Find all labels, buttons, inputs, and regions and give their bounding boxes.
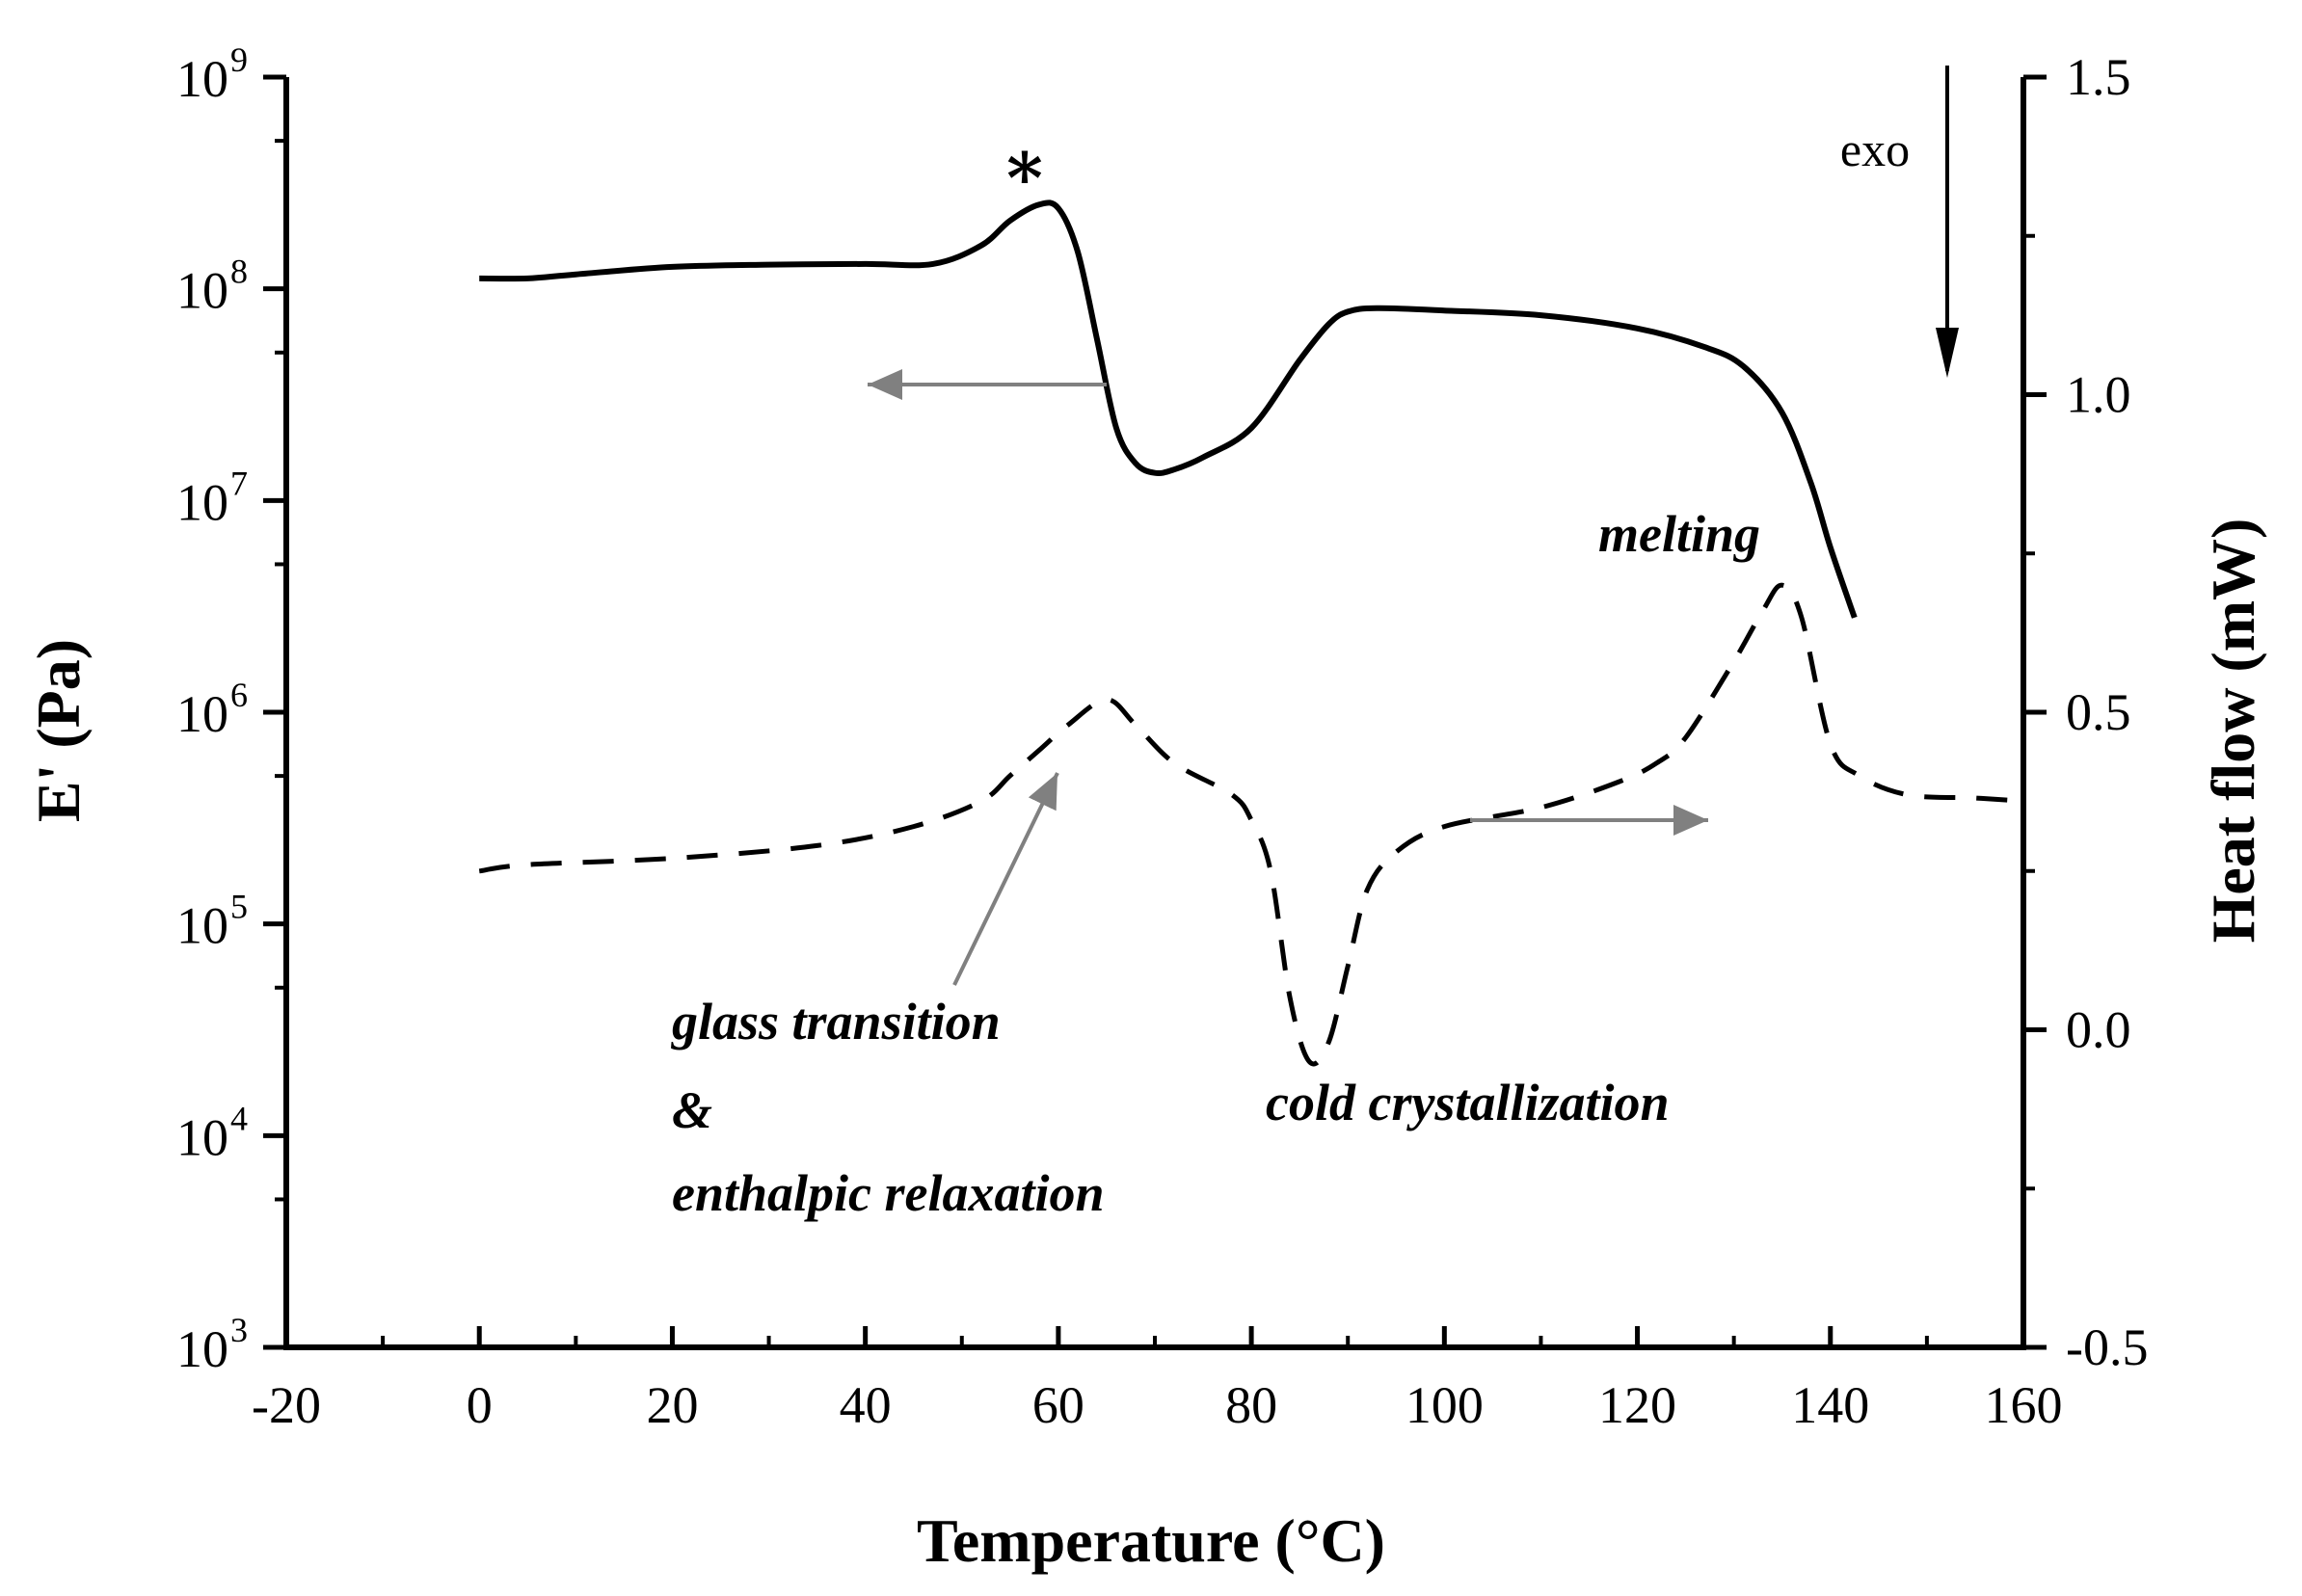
y-left-axis-title: E' (Pa) <box>24 639 93 822</box>
exo-arrowhead <box>1936 328 1959 378</box>
x-tick-label: 160 <box>1985 1376 2063 1434</box>
x-tick-label: 100 <box>1405 1376 1484 1434</box>
x-tick-label: 140 <box>1791 1376 1869 1434</box>
star-marker: * <box>1006 137 1043 219</box>
x-tick-label: 60 <box>1032 1376 1084 1434</box>
y-right-tick-label: 1.5 <box>2066 48 2131 106</box>
melting-label: melting <box>1598 505 1760 563</box>
y-left-tick-label: 10 <box>176 473 228 531</box>
y-right-tick-label: 1.0 <box>2066 366 2131 424</box>
y-left-tick-exponent: 4 <box>230 1099 248 1137</box>
x-tick-label: 120 <box>1598 1376 1676 1434</box>
y-left-tick-exponent: 7 <box>230 464 248 502</box>
cold-crystallization-label: cold crystallization <box>1266 1074 1670 1131</box>
y-left-tick-label: 10 <box>176 897 228 955</box>
y-left-tick-exponent: 9 <box>230 40 248 79</box>
y-left-tick-label: 10 <box>176 50 228 108</box>
y-right-tick-label: 0.0 <box>2066 1001 2131 1059</box>
y-left-tick-exponent: 3 <box>230 1311 248 1349</box>
y-left-tick-exponent: 8 <box>230 253 248 291</box>
exo-label: exo <box>1840 122 1910 176</box>
y-right-axis-title: Heat flow (mW) <box>2199 519 2267 944</box>
y-right-tick-label: -0.5 <box>2066 1318 2148 1376</box>
x-axis-title: Temperature (°C) <box>917 1506 1385 1575</box>
enthalpic-relaxation-label: enthalpic relaxation <box>672 1164 1105 1222</box>
y-left-tick-exponent: 5 <box>230 888 248 926</box>
x-ticks: -20 0 20 40 60 80 100 120 140 160 <box>252 1326 2063 1434</box>
ampersand-label: & <box>672 1081 712 1139</box>
arrow-glass-transition <box>952 772 1059 986</box>
x-tick-label: 20 <box>646 1376 698 1434</box>
y-left-tick-label: 10 <box>176 685 228 743</box>
y-left-tick-exponent: 6 <box>230 676 248 714</box>
x-tick-label: 40 <box>840 1376 892 1434</box>
y-left-tick-label: 10 <box>176 1320 228 1378</box>
x-tick-label: 0 <box>467 1376 493 1434</box>
y-left-tick-label: 10 <box>176 262 228 320</box>
y-left-tick-label: 10 <box>176 1108 228 1166</box>
y-right-tick-label: 0.5 <box>2066 683 2131 741</box>
x-tick-label: 80 <box>1225 1376 1277 1434</box>
x-tick-label: -20 <box>252 1376 321 1434</box>
series-e-prime-line <box>479 200 1858 619</box>
y-right-ticks: -0.5 0.0 0.5 1.0 1.5 <box>2023 48 2148 1376</box>
glass-transition-label: glass transition <box>671 993 1001 1051</box>
